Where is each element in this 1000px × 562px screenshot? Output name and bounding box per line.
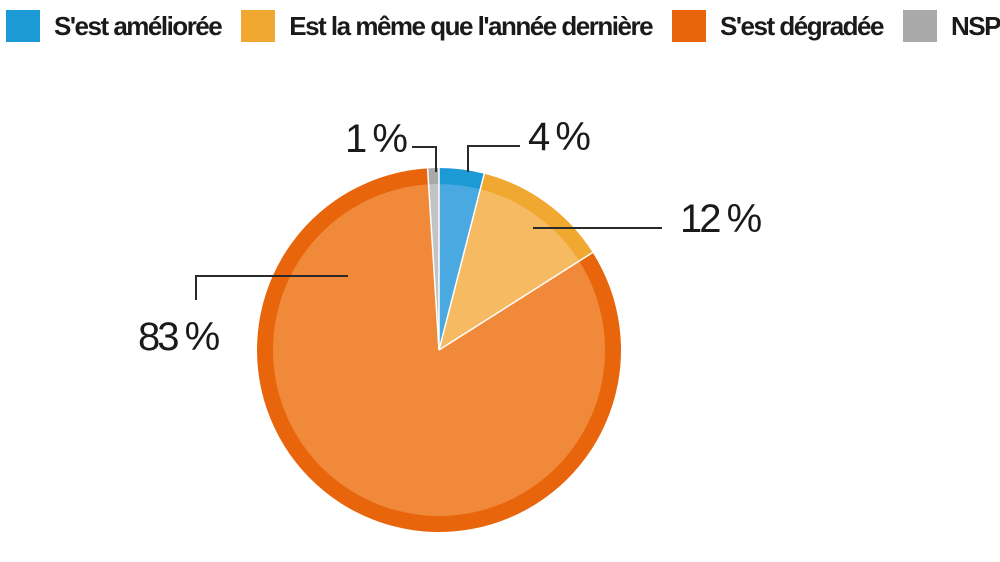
slice-label-degradee: 83 % bbox=[138, 315, 220, 359]
legend-label-amelioree: S'est améliorée bbox=[54, 10, 223, 41]
legend-swatch-amelioree bbox=[6, 10, 40, 42]
legend-swatch-nsp bbox=[902, 10, 937, 42]
legend-item-nsp: NSP bbox=[902, 10, 1000, 42]
leader-lines bbox=[195, 145, 662, 300]
slice-label-meme: 12 % bbox=[680, 197, 762, 241]
slice-separator bbox=[438, 172, 486, 351]
slice-label-amelioree: 4 % bbox=[528, 115, 590, 159]
legend-label-degradee: S'est dégradée bbox=[720, 10, 884, 41]
legend-label-nsp: NSP bbox=[950, 10, 1000, 41]
legend-item-meme: Est la même que l'année dernière bbox=[241, 10, 654, 42]
slice-separator bbox=[438, 251, 594, 351]
legend-swatch-degradee bbox=[672, 10, 707, 42]
pie-slice-inner-degradee bbox=[273, 184, 606, 517]
slice-label-nsp: 1 % bbox=[345, 117, 407, 161]
chart-legend: S'est améliorée Est la même que l'année … bbox=[0, 0, 1000, 52]
legend-swatch-meme bbox=[241, 10, 276, 42]
leader-line-nsp bbox=[412, 146, 437, 172]
legend-item-amelioree: S'est améliorée bbox=[6, 10, 223, 42]
legend-label-meme: Est la même que l'année dernière bbox=[289, 10, 653, 41]
leader-line-degradee bbox=[195, 275, 348, 300]
slice-labels: 4 % 12 % 83 % 1 % bbox=[138, 115, 765, 359]
slice-separator bbox=[426, 167, 440, 351]
legend-item-degradee: S'est dégradée bbox=[672, 10, 884, 42]
pie-slices bbox=[257, 167, 622, 533]
pie-slice-inner-meme bbox=[439, 189, 580, 350]
leader-line-amelioree bbox=[467, 145, 520, 172]
